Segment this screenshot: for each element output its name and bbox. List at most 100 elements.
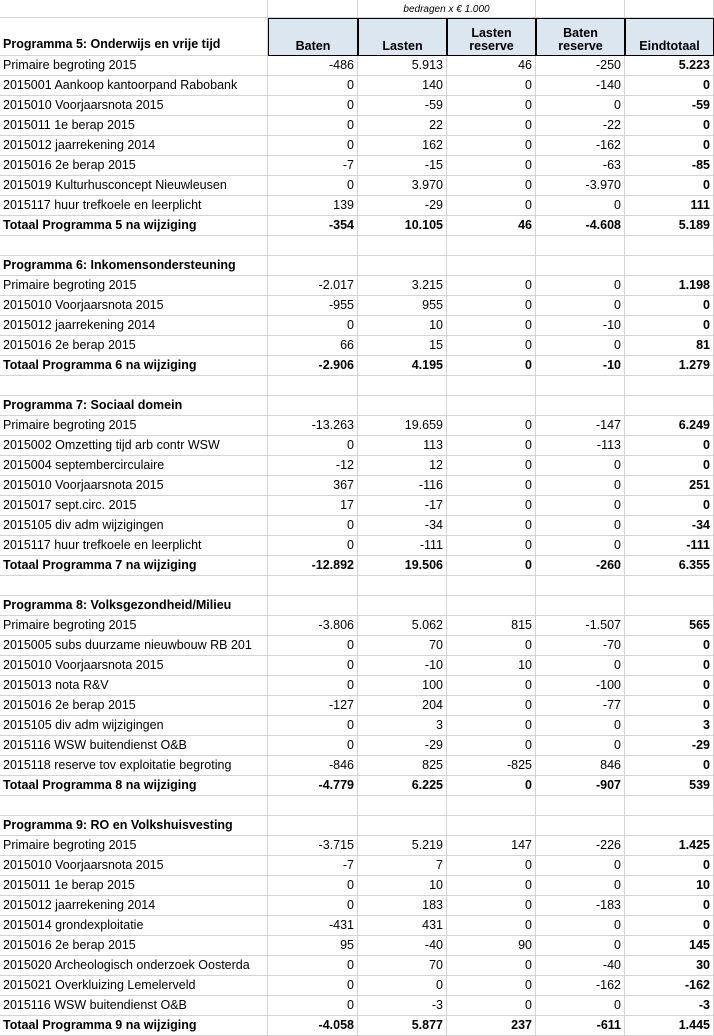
cell-value: 3 [358,716,447,736]
cell-value: -226 [536,836,625,856]
cell-value: -15 [358,156,447,176]
cell [268,396,358,416]
cell [447,576,536,596]
cell-value: 0 [447,296,536,316]
cell-value: 0 [447,996,536,1016]
cell-value: 0 [447,976,536,996]
cell-value: -611 [536,1016,625,1036]
cell-value: -260 [536,556,625,576]
cell [447,816,536,836]
cell [536,596,625,616]
cell-value: 0 [536,276,625,296]
cell-value: 0 [447,856,536,876]
cell-value: -22 [536,116,625,136]
section-title: Programma 5: Onderwijs en vrije tijd [0,18,268,56]
cell-value: -10 [536,316,625,336]
cell-value: 3 [625,716,714,736]
cell-value: 19.659 [358,416,447,436]
cell-value: -3 [358,996,447,1016]
cell-value: 0 [625,456,714,476]
cell [536,576,625,596]
row-label: 2015020 Archeologisch onderzoek Oosterda [0,956,268,976]
cell-value: -59 [358,96,447,116]
row-label: 2015001 Aankoop kantoorpand Rabobank [0,76,268,96]
cell-value: 0 [625,896,714,916]
cell [268,0,358,18]
cell-value: -4.058 [268,1016,358,1036]
cell [536,376,625,396]
row-label: 2015105 div adm wijzigingen [0,516,268,536]
cell-value: -162 [536,976,625,996]
cell [358,596,447,616]
cell-value: 0 [447,96,536,116]
cell-value: 0 [268,316,358,336]
column-header: Lasten [358,18,447,56]
cell-value: 0 [536,516,625,536]
cell-value: 5.062 [358,616,447,636]
row-label: 2015012 jaarrekening 2014 [0,316,268,336]
cell-value: 0 [268,676,358,696]
row-label: 2015012 jaarrekening 2014 [0,136,268,156]
cell-value: 846 [536,756,625,776]
cell-value: 3.215 [358,276,447,296]
row-label: 2015002 Omzetting tijd arb contr WSW [0,436,268,456]
cell-value: -63 [536,156,625,176]
cell-value: 815 [447,616,536,636]
cell-value: 0 [447,416,536,436]
cell-value: 0 [536,996,625,1016]
cell [358,796,447,816]
cell-value: 0 [625,676,714,696]
cell [447,256,536,276]
section-title: Programma 6: Inkomensondersteuning [0,256,268,276]
row-label: 2015105 div adm wijzigingen [0,716,268,736]
cell-value: 367 [268,476,358,496]
cell-value: 0 [447,276,536,296]
cell-value: 162 [358,136,447,156]
row-label: 2015017 sept.circ. 2015 [0,496,268,516]
cell [625,796,714,816]
cell [447,796,536,816]
row-label: 2015010 Voorjaarsnota 2015 [0,856,268,876]
cell-value: 0 [447,636,536,656]
cell-value: 19.506 [358,556,447,576]
section-title: Programma 9: RO en Volkshuisvesting [0,816,268,836]
cell-value: 0 [447,116,536,136]
cell-value: 0 [268,136,358,156]
cell-value: 3.970 [358,176,447,196]
cell-value: 5.913 [358,56,447,76]
cell [447,596,536,616]
cell-value: 0 [268,876,358,896]
cell-value: -113 [536,436,625,456]
cell-value: 0 [447,456,536,476]
cell-value: -13.263 [268,416,358,436]
cell-value: 0 [625,76,714,96]
cell-value: 0 [447,156,536,176]
cell [358,256,447,276]
row-label: 2015021 Overkluizing Lemelerveld [0,976,268,996]
cell-value: 0 [447,676,536,696]
cell [447,236,536,256]
cell [447,396,536,416]
cell-value: 10 [358,316,447,336]
cell [268,796,358,816]
cell-value: 0 [447,176,536,196]
cell-value: 0 [536,736,625,756]
cell-value: -955 [268,296,358,316]
cell-value: 0 [536,456,625,476]
cell-value: -4.608 [536,216,625,236]
cell-value: 0 [268,96,358,116]
cell-value: -162 [536,136,625,156]
cell-value: 539 [625,776,714,796]
cell-value: 0 [268,896,358,916]
cell-value: 17 [268,496,358,516]
cell-value: -12.892 [268,556,358,576]
cell-value: 0 [268,516,358,536]
cell-value: -162 [625,976,714,996]
row-label: 2015117 huur trefkoele en leerplicht [0,196,268,216]
cell [0,0,268,18]
cell-value: -29 [358,736,447,756]
cell [536,0,625,18]
cell-value: 0 [447,536,536,556]
cell-value: -70 [536,636,625,656]
cell-value: 0 [447,696,536,716]
